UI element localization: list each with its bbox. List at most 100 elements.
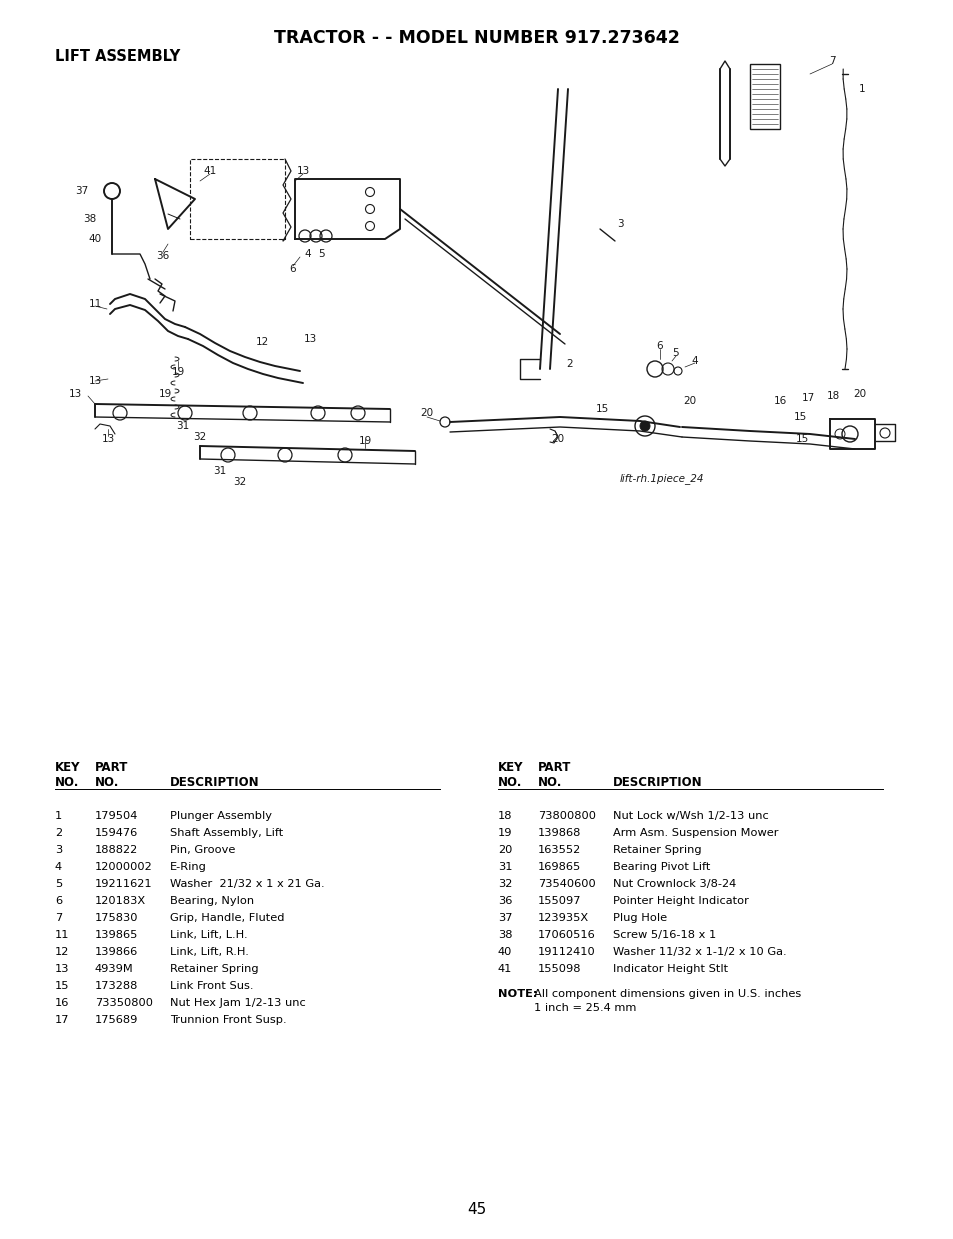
Text: 12: 12: [55, 947, 70, 957]
Text: Indicator Height Stlt: Indicator Height Stlt: [613, 964, 727, 974]
Text: Retainer Spring: Retainer Spring: [613, 845, 700, 855]
Text: Washer 11/32 x 1-1/2 x 10 Ga.: Washer 11/32 x 1-1/2 x 10 Ga.: [613, 947, 786, 957]
Text: 175830: 175830: [95, 913, 138, 923]
Text: 40: 40: [497, 947, 512, 957]
Text: 18: 18: [825, 392, 839, 401]
Text: 2: 2: [566, 359, 573, 369]
Text: 31: 31: [213, 466, 227, 476]
Text: 139865: 139865: [95, 930, 138, 940]
Text: 4939M: 4939M: [95, 964, 133, 974]
Text: 4: 4: [691, 356, 698, 366]
Text: 20: 20: [497, 845, 512, 855]
Text: 19112410: 19112410: [537, 947, 595, 957]
Text: 2: 2: [55, 828, 62, 838]
Text: E-Ring: E-Ring: [170, 862, 207, 872]
Text: 3: 3: [616, 219, 622, 229]
Text: 13: 13: [55, 964, 70, 974]
Text: 15: 15: [793, 413, 806, 422]
Text: 18: 18: [497, 812, 512, 821]
Text: 40: 40: [89, 234, 101, 244]
Text: 20: 20: [551, 434, 564, 444]
Text: KEY: KEY: [55, 761, 80, 774]
Text: 45: 45: [467, 1202, 486, 1217]
Text: 38: 38: [497, 930, 512, 940]
Text: 139866: 139866: [95, 947, 138, 957]
Text: NO.: NO.: [55, 776, 79, 789]
Text: 13: 13: [69, 389, 82, 399]
Text: Bearing Pivot Lift: Bearing Pivot Lift: [613, 862, 710, 872]
Text: 20: 20: [420, 408, 433, 418]
Text: 32: 32: [193, 432, 207, 442]
Text: Plunger Assembly: Plunger Assembly: [170, 812, 272, 821]
Text: NO.: NO.: [537, 776, 561, 789]
Text: 188822: 188822: [95, 845, 138, 855]
Text: 163552: 163552: [537, 845, 580, 855]
Text: 17: 17: [55, 1015, 70, 1025]
Text: 19: 19: [172, 367, 185, 377]
Text: Washer  21/32 x 1 x 21 Ga.: Washer 21/32 x 1 x 21 Ga.: [170, 878, 324, 890]
Text: 3: 3: [55, 845, 62, 855]
Text: Retainer Spring: Retainer Spring: [170, 964, 258, 974]
Text: Shaft Assembly, Lift: Shaft Assembly, Lift: [170, 828, 283, 838]
Text: 15: 15: [55, 981, 70, 991]
Text: 1: 1: [55, 812, 62, 821]
Text: PART: PART: [537, 761, 571, 774]
Text: Nut Hex Jam 1/2-13 unc: Nut Hex Jam 1/2-13 unc: [170, 997, 305, 1009]
Text: 41: 41: [203, 166, 216, 176]
Text: 20: 20: [853, 389, 865, 399]
Text: 12: 12: [255, 337, 269, 347]
Text: 1: 1: [858, 84, 864, 94]
Text: 16: 16: [773, 396, 786, 406]
Text: TRACTOR - - MODEL NUMBER 917.273642: TRACTOR - - MODEL NUMBER 917.273642: [274, 28, 679, 47]
Text: Pointer Height Indicator: Pointer Height Indicator: [613, 896, 748, 906]
Text: 19211621: 19211621: [95, 878, 152, 890]
Text: 19: 19: [497, 828, 512, 838]
Text: 38: 38: [83, 214, 96, 224]
Text: NO.: NO.: [497, 776, 522, 789]
Text: 6: 6: [290, 264, 296, 274]
Text: 41: 41: [497, 964, 512, 974]
Text: 169865: 169865: [537, 862, 580, 872]
Text: 6: 6: [656, 341, 662, 351]
Text: 37: 37: [497, 913, 512, 923]
Text: 159476: 159476: [95, 828, 138, 838]
Text: DESCRIPTION: DESCRIPTION: [170, 776, 259, 789]
Text: lift-rh.1piece_24: lift-rh.1piece_24: [619, 473, 703, 484]
Text: 19: 19: [158, 389, 172, 399]
Text: KEY: KEY: [497, 761, 523, 774]
Text: 13: 13: [303, 335, 316, 344]
Text: DESCRIPTION: DESCRIPTION: [613, 776, 702, 789]
Text: Nut Crownlock 3/8-24: Nut Crownlock 3/8-24: [613, 878, 736, 890]
Text: Grip, Handle, Fluted: Grip, Handle, Fluted: [170, 913, 284, 923]
Text: 36: 36: [156, 252, 170, 261]
Text: 123935X: 123935X: [537, 913, 589, 923]
Text: NOTE:: NOTE:: [497, 989, 537, 999]
Bar: [749, 64, 780, 129]
Text: 155098: 155098: [537, 964, 581, 974]
Text: 11: 11: [55, 930, 70, 940]
Text: 73350800: 73350800: [95, 997, 152, 1009]
Text: Arm Asm. Suspension Mower: Arm Asm. Suspension Mower: [613, 828, 778, 838]
Text: 16: 16: [55, 997, 70, 1009]
Text: 7: 7: [55, 913, 62, 923]
Text: 73800800: 73800800: [537, 812, 596, 821]
Text: 73540600: 73540600: [537, 878, 595, 890]
Text: 5: 5: [318, 249, 325, 259]
Text: Pin, Groove: Pin, Groove: [170, 845, 235, 855]
Text: 4: 4: [304, 249, 311, 259]
Text: 13: 13: [101, 434, 114, 444]
Text: 179504: 179504: [95, 812, 138, 821]
Text: 13: 13: [296, 166, 310, 176]
Text: Link, Lift, L.H.: Link, Lift, L.H.: [170, 930, 248, 940]
Text: 17060516: 17060516: [537, 930, 595, 940]
Text: 120183X: 120183X: [95, 896, 146, 906]
Text: 37: 37: [75, 186, 89, 196]
Text: Link, Lift, R.H.: Link, Lift, R.H.: [170, 947, 249, 957]
Text: All component dimensions given in U.S. inches: All component dimensions given in U.S. i…: [534, 989, 801, 999]
Text: 36: 36: [497, 896, 512, 906]
Text: 173288: 173288: [95, 981, 138, 991]
Text: 155097: 155097: [537, 896, 581, 906]
Text: 12000002: 12000002: [95, 862, 152, 872]
Text: Screw 5/16-18 x 1: Screw 5/16-18 x 1: [613, 930, 716, 940]
Text: 1 inch = 25.4 mm: 1 inch = 25.4 mm: [534, 1004, 636, 1014]
